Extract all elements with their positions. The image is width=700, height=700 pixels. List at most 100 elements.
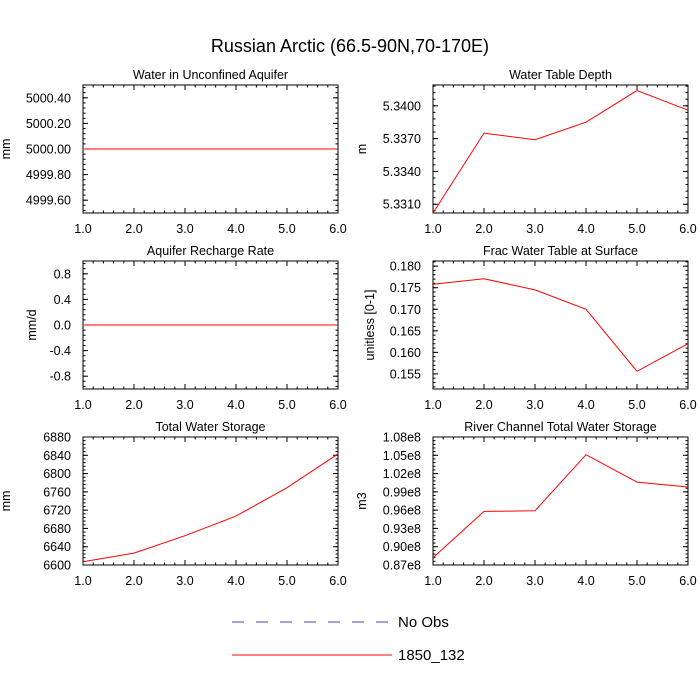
x-tick-label: 3.0 [526,574,543,588]
plot-frame [432,436,689,566]
x-tick-label: 4.0 [577,398,594,412]
x-tick-label: 4.0 [577,222,594,236]
y-tick-label: 0.0 [54,319,71,333]
y-tick-label: -0.4 [49,344,71,358]
x-tick-label: 2.0 [475,222,492,236]
chart-panel: River Channel Total Water Storage 1.0 2.0 3… [355,420,697,588]
y-tick-label: 6680 [43,522,71,536]
y-tick-label: 5.3400 [383,99,421,113]
y-tick-label: 5000.40 [26,91,71,105]
plot-frame [82,436,339,566]
figure-title: Russian Arctic (66.5-90N,70-170E) [211,36,489,56]
x-tick-label: 2.0 [125,398,142,412]
x-tick-label: 2.0 [125,574,142,588]
panel-title: Aquifer Recharge Rate [147,244,274,258]
chart-panel: Total Water Storage 1.0 2.0 3.0 4.0 5.0 6.0 660… [0,420,347,588]
x-tick-label: 3.0 [176,574,193,588]
x-tick-label: 2.0 [475,398,492,412]
y-tick-label: 5.3340 [383,165,421,179]
x-tick-label: 5.0 [628,398,645,412]
y-tick-label: 0.165 [390,324,421,338]
x-tick-label: 3.0 [176,398,193,412]
y-tick-label: 5.3370 [383,132,421,146]
panel-title: Water Table Depth [509,68,612,82]
y-tick-label: 6760 [43,485,71,499]
y-tick-label: 0.170 [390,303,421,317]
y-tick-label: 5000.20 [26,117,71,131]
series-line [432,278,689,372]
y-tick-label: 6600 [43,559,71,573]
chart-panels: Water in Unconfined Aquifer 1.0 2.0 3.0 4.0 5… [0,68,697,588]
x-tick-label: 6.0 [679,222,696,236]
panel-title: River Channel Total Water Storage [464,420,657,434]
y-tick-label: 0.4 [54,293,71,307]
panel-title: Total Water Storage [155,420,265,434]
series-line [432,89,689,214]
x-tick-label: 6.0 [679,398,696,412]
y-tick-label: 6720 [43,504,71,518]
x-tick-label: 1.0 [424,222,441,236]
legend-label: No Obs [398,614,449,631]
series-line [432,454,689,559]
y-tick-label: 6840 [43,449,71,463]
y-tick-label: 6640 [43,540,71,554]
legend: No Obs 1850_132 [232,614,465,664]
y-tick-label: 1.08e8 [383,431,421,445]
y-axis-label: m3 [355,492,369,509]
chart-panel: Water in Unconfined Aquifer 1.0 2.0 3.0 4.0 5… [0,68,347,236]
plot-frame [432,260,689,390]
y-tick-label: 0.93e8 [383,522,421,536]
y-tick-label: 0.87e8 [383,559,421,573]
x-tick-label: 1.0 [74,574,91,588]
x-tick-label: 1.0 [424,398,441,412]
x-tick-label: 3.0 [526,398,543,412]
x-tick-label: 5.0 [278,398,295,412]
x-tick-label: 5.0 [278,222,295,236]
chart-panel: Water Table Depth 1.0 2.0 3.0 4.0 5.0 6.0 5.331… [355,68,697,236]
y-tick-label: 0.160 [390,346,421,360]
x-tick-label: 4.0 [227,574,244,588]
y-tick-label: 1.02e8 [383,467,421,481]
y-tick-label: 4999.60 [26,194,71,208]
x-tick-label: 5.0 [278,574,295,588]
y-tick-label: 6800 [43,467,71,481]
y-axis-label: mm/d [25,309,39,340]
chart-panel: Frac Water Table at Surface 1.0 2.0 3.0 4.0 5… [363,244,697,412]
x-tick-label: 6.0 [329,398,346,412]
y-tick-label: -0.8 [49,370,71,384]
y-tick-label: 1.05e8 [383,449,421,463]
y-tick-label: 0.155 [390,367,421,381]
x-tick-label: 6.0 [679,574,696,588]
x-tick-label: 3.0 [526,222,543,236]
y-tick-label: 4999.80 [26,168,71,182]
chart-panel: Aquifer Recharge Rate 1.0 2.0 3.0 4.0 5.0 6.0 -… [25,244,347,412]
x-tick-label: 5.0 [628,222,645,236]
y-axis-label: mm [0,491,13,512]
y-tick-label: 0.175 [390,281,421,295]
x-tick-label: 3.0 [176,222,193,236]
x-tick-label: 6.0 [329,574,346,588]
x-tick-label: 1.0 [74,222,91,236]
x-tick-label: 4.0 [227,222,244,236]
panel-title: Frac Water Table at Surface [483,244,638,258]
x-tick-label: 5.0 [628,574,645,588]
y-axis-label: unitless [0-1] [363,290,377,361]
y-tick-label: 6880 [43,431,71,445]
y-tick-label: 0.8 [54,267,71,281]
y-tick-label: 0.180 [390,260,421,274]
x-tick-label: 4.0 [227,398,244,412]
legend-label: 1850_132 [398,647,465,664]
x-tick-label: 1.0 [424,574,441,588]
y-tick-label: 0.99e8 [383,485,421,499]
x-tick-label: 4.0 [577,574,594,588]
x-tick-label: 2.0 [125,222,142,236]
plot-frame [432,84,689,214]
x-tick-label: 2.0 [475,574,492,588]
series-line [82,453,339,563]
y-tick-label: 5.3310 [383,198,421,212]
x-tick-label: 6.0 [329,222,346,236]
panel-title: Water in Unconfined Aquifer [133,68,288,82]
y-axis-label: mm [0,139,13,160]
y-axis-label: m [355,144,369,154]
